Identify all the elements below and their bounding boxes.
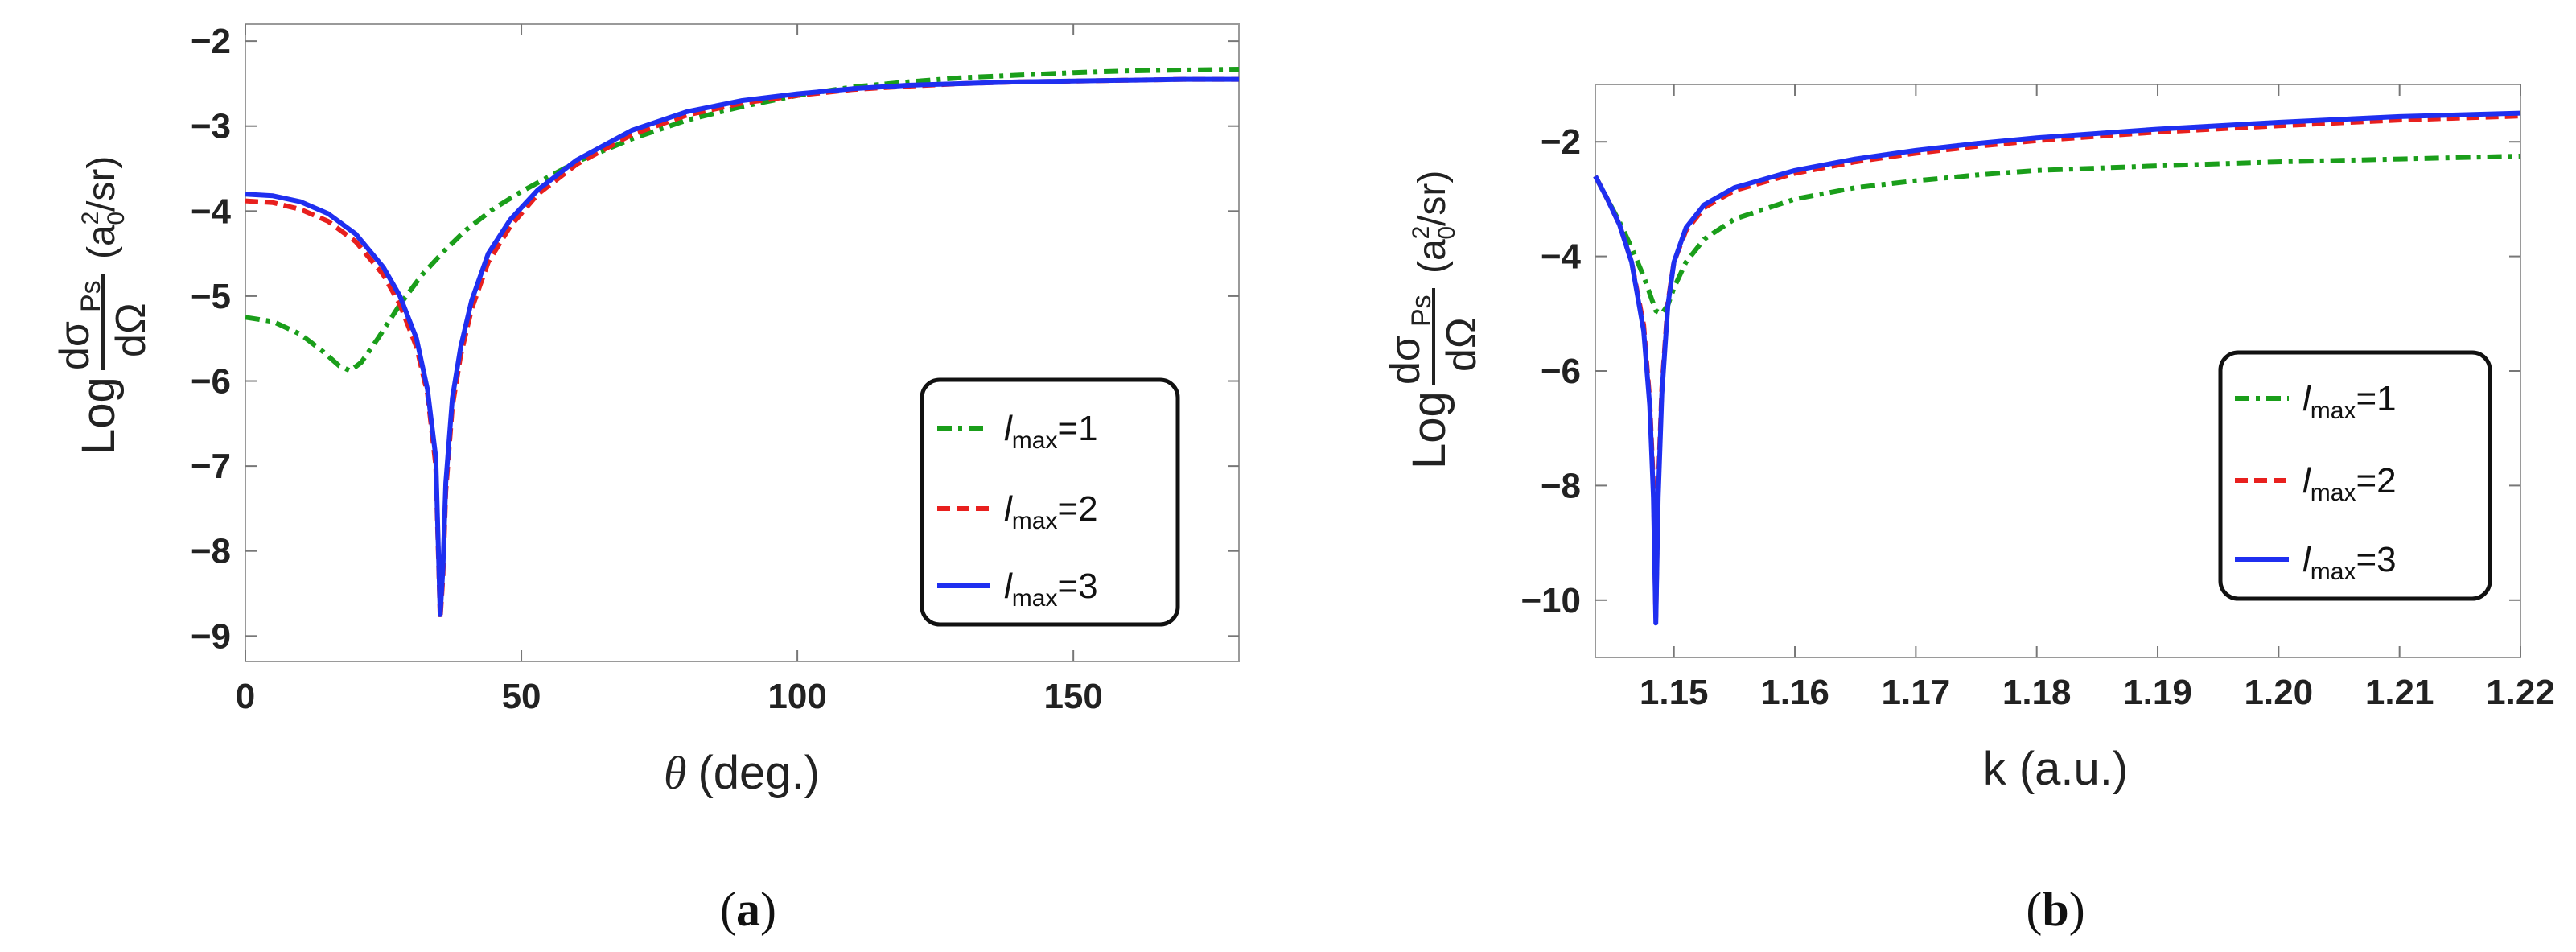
panel-b-legend-label-2: lmax=2	[2302, 461, 2397, 506]
panel-a-x-tick-label-3: 150	[1043, 677, 1102, 716]
panel-a-x-tick-label-1: 50	[502, 677, 541, 716]
panel-b-x-tick-label-4: 1.19	[2123, 673, 2192, 712]
panel-b-y-tick-label-0: −10	[1520, 581, 1581, 620]
panel-a-y-tick-label-3: −6	[191, 362, 231, 402]
panel-b-y-tick-label-1: −8	[1541, 466, 1581, 505]
panel-a-legend-label-3: lmax=3	[1004, 567, 1098, 612]
panel-b-label: (b)	[2026, 883, 2084, 936]
panel-b-x-tick-label-6: 1.21	[2365, 673, 2434, 712]
panel-b-legend: lmax=1 lmax=2 lmax=3	[2218, 350, 2492, 601]
panel-a-legend-label-2: lmax=2	[1004, 489, 1098, 534]
panel-a-series-3-line	[245, 76, 1239, 617]
svg-text:Ps: Ps	[76, 280, 106, 312]
panel-a-y-axis-label: Log dσ Ps dΩ (a20/sr)	[51, 156, 154, 455]
panel-b-ticks: 1.15 1.16 1.17 1.18 1.19 1.20 1.21 1.22 −10 −8 −6 −…	[1520, 84, 2555, 712]
panel-a-y-tick-label-7: −2	[191, 22, 231, 61]
svg-text:Ps: Ps	[1406, 295, 1437, 327]
panel-b-series-1-line	[1593, 154, 2521, 316]
panel-b-x-tick-label-1: 1.16	[1760, 673, 1829, 712]
svg-text:dσ: dσ	[1382, 336, 1429, 385]
panel-b-series-3-line	[1593, 110, 2521, 626]
panel-a-legend: lmax=1 lmax=2 lmax=3	[920, 377, 1180, 627]
panel-b-legend-box	[2218, 350, 2492, 601]
panel-b-legend-label-3: lmax=3	[2302, 540, 2397, 585]
panel-a-y-tick-label-6: −3	[191, 107, 231, 146]
svg-text:Log: Log	[72, 377, 125, 455]
panel-b-x-axis-label: k (a.u.)	[1983, 743, 2129, 795]
panel-b-x-tick-label-2: 1.17	[1882, 673, 1951, 712]
panel-a-series-1-line	[245, 67, 1240, 373]
panel-a-ticks: 0 50 100 150 −9 −8 −7 −6 −5 −4 −3 −2	[191, 22, 1239, 716]
svg-text:dΩ: dΩ	[108, 303, 154, 357]
panel-b-x-tick-label-0: 1.15	[1640, 673, 1709, 712]
panel-a-label: (a)	[720, 883, 776, 936]
panel-a: 0 50 100 150 −9 −8 −7 −6 −5 −4 −3 −2 lmax=1 lmax=2 …	[51, 22, 1240, 936]
svg-text:(a20/sr): (a20/sr)	[1408, 171, 1460, 274]
panel-b-legend-label-1: lmax=1	[2302, 379, 2397, 424]
panel-a-x-tick-label-0: 0	[236, 677, 255, 716]
panel-b-y-tick-label-4: −2	[1541, 122, 1581, 162]
panel-a-y-tick-label-0: −9	[191, 616, 231, 656]
panel-b-y-tick-label-3: −4	[1541, 237, 1582, 277]
panel-a-x-axis-label: θ (deg.)	[664, 747, 820, 799]
panel-b-x-tick-label-7: 1.22	[2486, 673, 2555, 712]
panel-a-y-tick-label-2: −7	[191, 447, 231, 486]
panel-a-y-tick-label-5: −4	[191, 192, 232, 231]
svg-text:Log: Log	[1403, 391, 1455, 469]
panel-b: 1.15 1.16 1.17 1.18 1.19 1.20 1.21 1.22 −10 −8 −6 −…	[1382, 84, 2555, 936]
panel-a-series	[245, 67, 1240, 622]
panel-b-x-tick-label-3: 1.18	[2002, 673, 2072, 712]
svg-text:(a20/sr): (a20/sr)	[77, 156, 130, 259]
panel-a-legend-box	[920, 377, 1180, 627]
panel-b-x-tick-label-5: 1.20	[2245, 673, 2314, 712]
panel-b-y-tick-label-2: −6	[1541, 352, 1581, 391]
panel-a-x-tick-label-2: 100	[767, 677, 826, 716]
panel-b-series	[1593, 110, 2521, 626]
panel-a-legend-label-1: lmax=1	[1004, 409, 1098, 454]
panel-b-y-axis-label: Log dσ Ps dΩ (a20/sr)	[1382, 171, 1485, 469]
panel-a-y-tick-label-1: −8	[191, 532, 231, 571]
svg-text:dσ: dσ	[51, 321, 98, 370]
svg-text:dΩ: dΩ	[1438, 317, 1485, 372]
panel-a-y-tick-label-4: −5	[191, 277, 231, 316]
